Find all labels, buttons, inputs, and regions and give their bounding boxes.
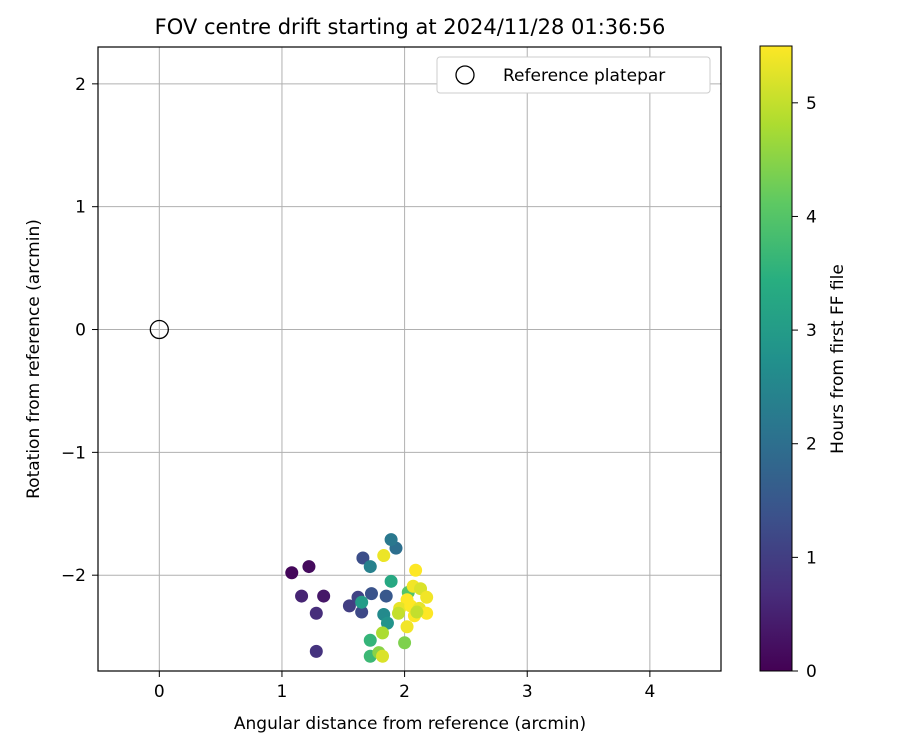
- data-point: [295, 589, 309, 603]
- y-tick-label: −2: [61, 566, 86, 586]
- data-point: [376, 649, 390, 663]
- x-tick-label: 1: [277, 682, 288, 702]
- data-point: [410, 605, 424, 619]
- data-point: [400, 620, 414, 634]
- data-point: [363, 633, 377, 647]
- legend-label-reference: Reference platepar: [503, 66, 665, 86]
- scatter-points: [285, 533, 434, 663]
- y-tick-label: 1: [75, 198, 86, 218]
- legend: Reference platepar: [436, 56, 711, 94]
- colorbar-tick-label: 5: [806, 94, 817, 114]
- data-point: [309, 606, 323, 620]
- x-tick-label: 0: [154, 682, 165, 702]
- y-tick-label: 2: [75, 75, 86, 95]
- data-point: [409, 563, 423, 577]
- reference-platepar-marker: [149, 319, 169, 340]
- data-point: [355, 595, 369, 609]
- legend-reference-marker: [455, 65, 475, 85]
- data-point: [398, 636, 412, 650]
- data-point: [342, 599, 356, 613]
- colorbar-tick-label: 0: [806, 662, 817, 682]
- data-point: [309, 644, 323, 658]
- data-point: [355, 605, 369, 619]
- colorbar-tick-label: 1: [806, 548, 817, 568]
- y-tick-label: −1: [61, 443, 86, 463]
- y-axis-ticks: −2 −1 0 1 2: [61, 75, 98, 586]
- grid-lines: [98, 47, 721, 671]
- data-point: [377, 549, 391, 563]
- colorbar-label: Hours from first FF file: [828, 264, 848, 454]
- data-point: [420, 590, 434, 604]
- colorbar-tick-label: 3: [806, 321, 817, 341]
- data-point: [317, 589, 331, 603]
- x-tick-label: 2: [399, 682, 410, 702]
- data-point: [364, 587, 378, 601]
- colorbar: [759, 45, 793, 672]
- data-point: [379, 589, 393, 603]
- x-tick-label: 3: [522, 682, 533, 702]
- data-point: [420, 606, 434, 620]
- data-point: [376, 626, 390, 640]
- colorbar-tick-label: 2: [806, 435, 817, 455]
- x-tick-label: 4: [644, 682, 655, 702]
- colorbar-ticks: 0 1 2 3 4 5: [792, 94, 817, 682]
- data-point: [384, 574, 398, 588]
- legend-box: [436, 56, 711, 94]
- plot-frame: [97, 46, 722, 672]
- y-tick-label: 0: [75, 321, 86, 341]
- data-point: [391, 606, 405, 620]
- x-axis-label: Angular distance from reference (arcmin): [234, 714, 586, 734]
- data-point: [302, 560, 316, 574]
- x-axis-ticks: 0 1 2 3 4: [154, 671, 655, 702]
- data-point: [285, 566, 299, 580]
- y-axis-label: Rotation from reference (arcmin): [24, 219, 44, 499]
- chart-title: FOV centre drift starting at 2024/11/28 …: [155, 15, 666, 39]
- data-point: [384, 533, 398, 547]
- reference-marker-layer: [149, 319, 169, 340]
- data-point: [380, 616, 394, 630]
- data-point: [356, 551, 370, 565]
- colorbar-tick-label: 4: [806, 207, 817, 227]
- data-point: [363, 560, 377, 574]
